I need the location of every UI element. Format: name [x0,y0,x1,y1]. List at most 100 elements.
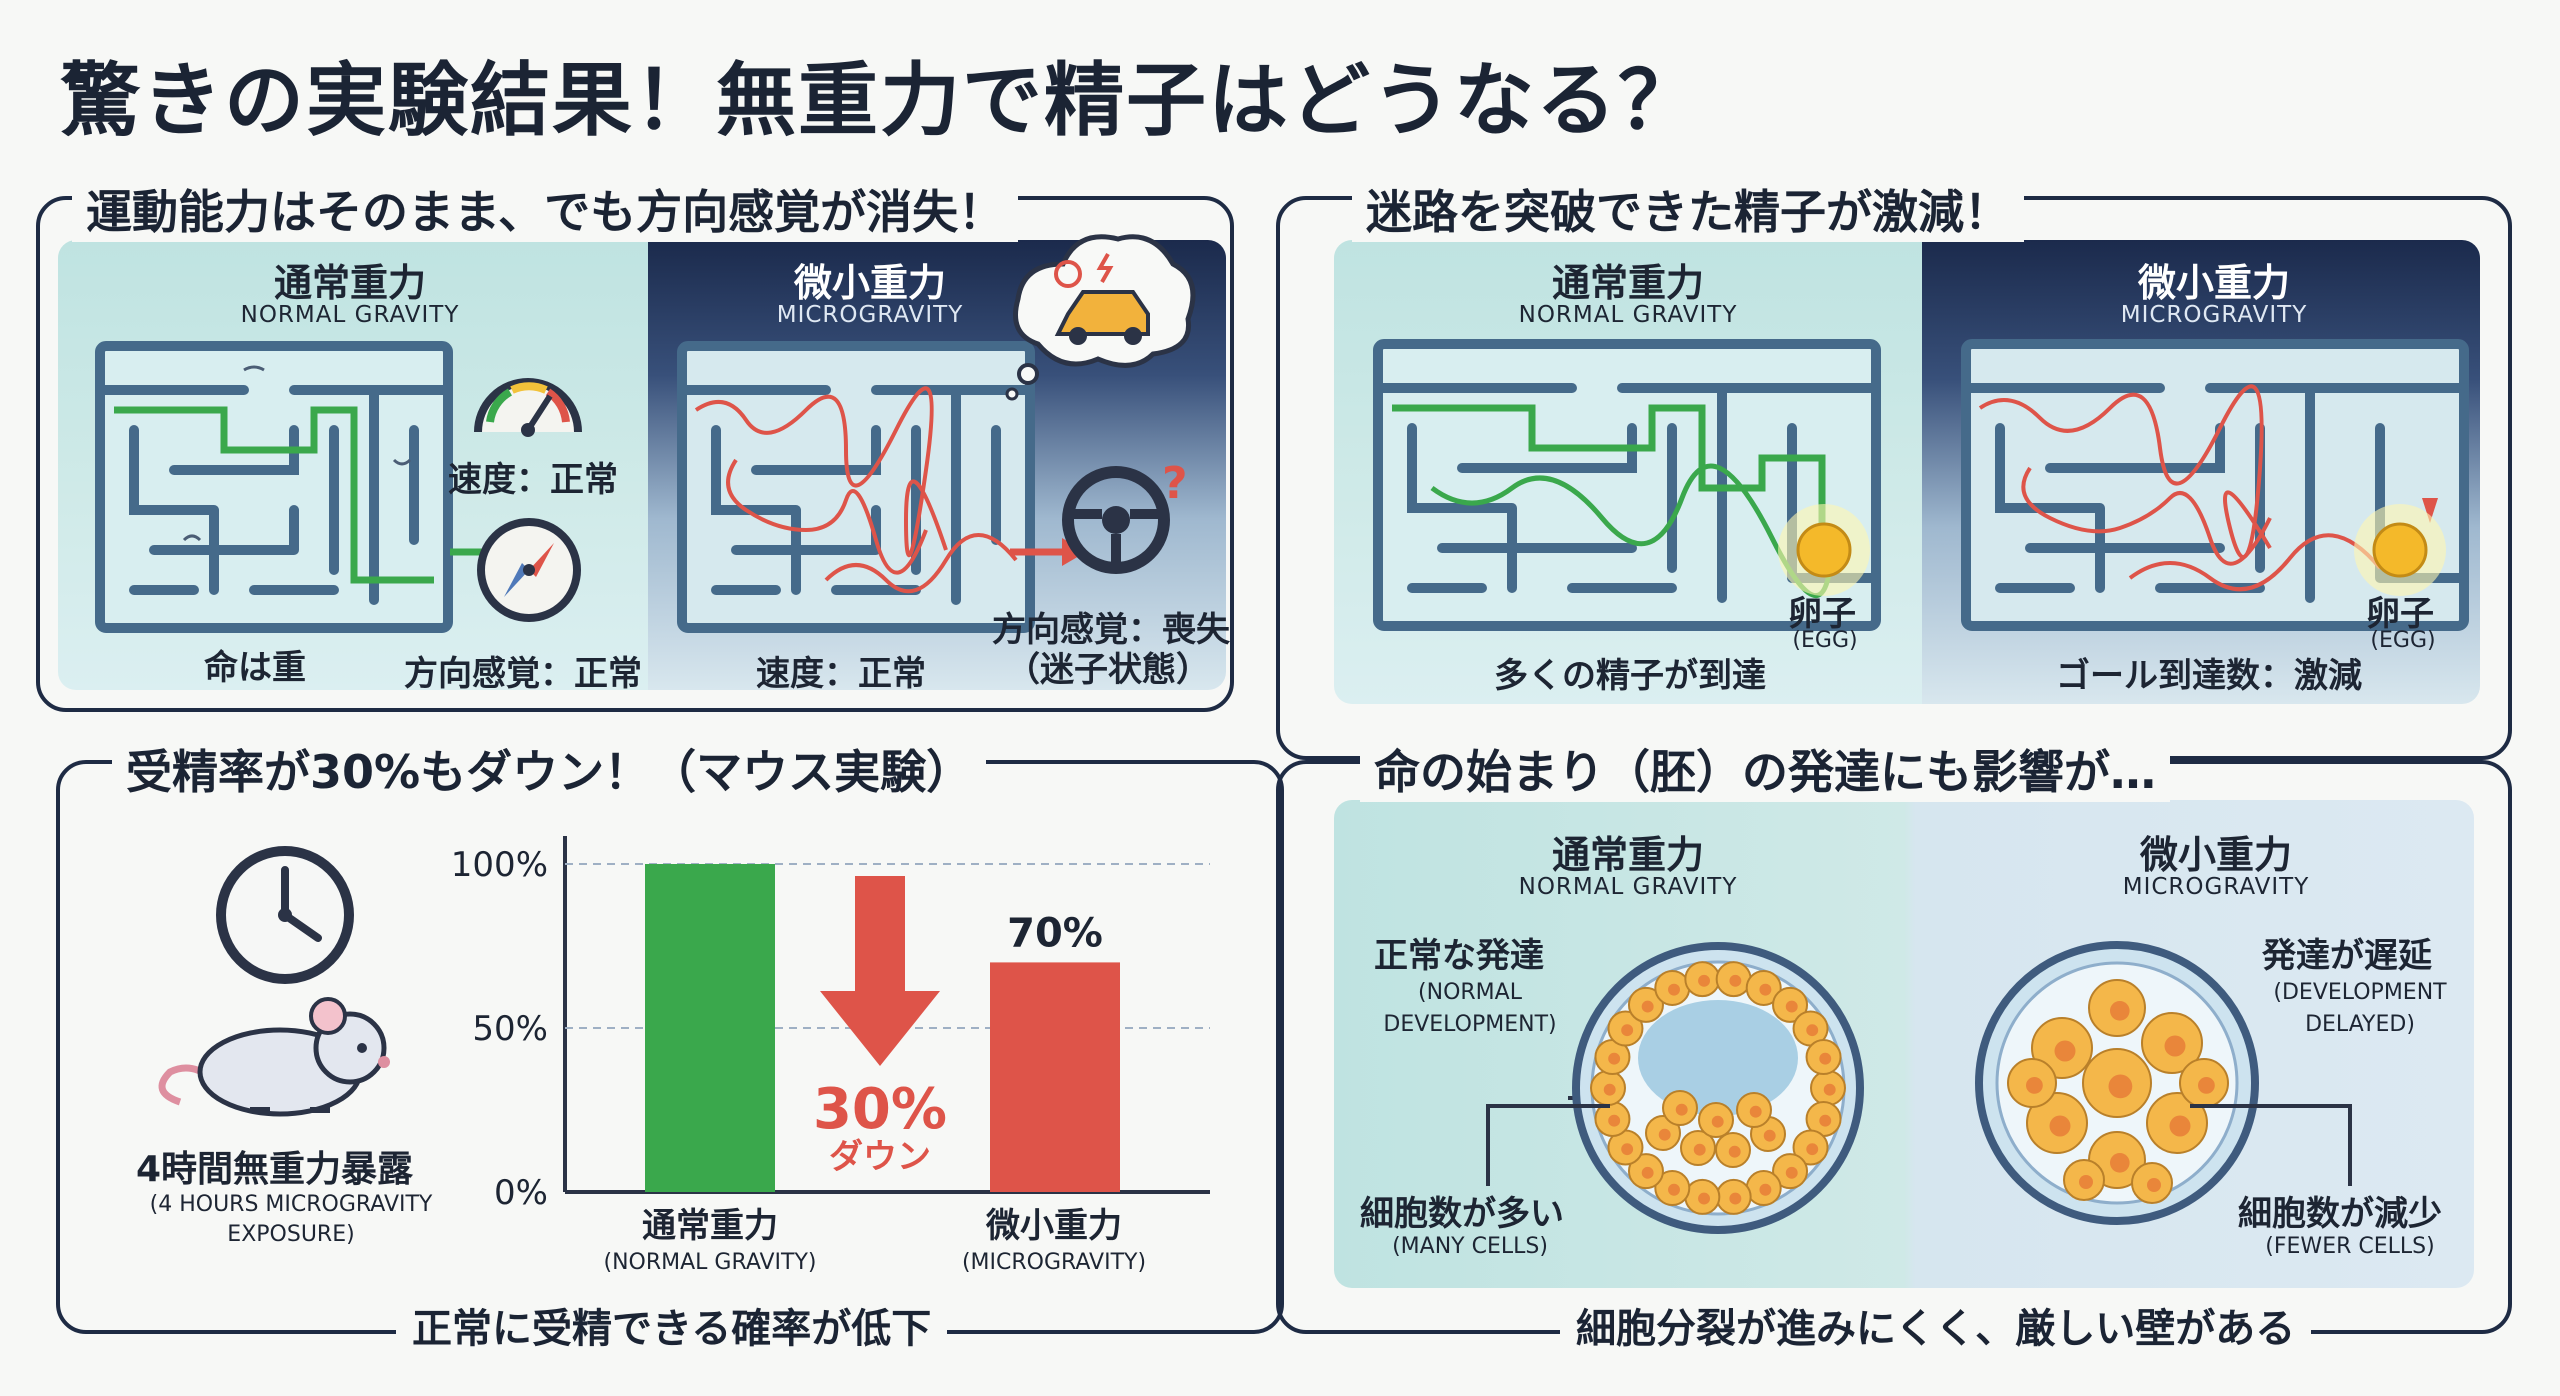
page-title: 驚きの実験結果！無重力で精子はどうなる？ [60,54,1700,147]
maze-normal-egg-label: 卵子 [1788,594,1856,634]
maze-micro-egg-label: 卵子 [2366,594,2434,634]
embryo-cell-nucleus [1641,1166,1654,1179]
embryo-cell-nucleus [2054,1040,2076,1062]
chart-category-normal-en: (NORMAL GRAVITY) [603,1250,817,1275]
embryo-cell-nucleus [2169,1115,2191,1137]
embryo-panel [1334,800,2474,1288]
embryo-normal-dev-en-2: DEVELOPMENT) [1383,1012,1557,1037]
embryo-micro-pointer [2190,1104,2352,1186]
embryo-cell-nucleus [1621,1024,1634,1037]
chart-category-normal: 通常重力 [642,1206,778,1246]
motility-section-title: 運動能力はそのまま、でも方向感覚が消失！ [72,176,1019,242]
motility-normal-direction: 方向感覚：正常 [404,654,642,694]
motility-micro-sub: MICROGRAVITY [776,302,964,328]
embryo-cell-nucleus [2164,1035,2186,1057]
embryo-micro-dev-en-1: (DEVELOPMENT [2273,980,2447,1005]
embryo-cell-nucleus [2108,1074,2133,1099]
chart-ytick-label: 100% [451,845,548,885]
embryo-normal-title: 通常重力 [1551,833,1704,877]
embryo-cell-nucleus [1759,983,1772,996]
motility-normal-caption: 命は重 [204,648,306,688]
motility-micro-maze [677,341,1035,633]
compass-icon [477,518,581,622]
embryo-cell-nucleus [1668,1183,1680,1196]
fertilization-section-title: 受精率が30%もダウン！（マウス実験） [112,736,987,802]
embryo-micro-dev: 発達が遅延 [2262,936,2432,976]
embryo-normal-sub: NORMAL GRAVITY [1518,874,1738,900]
clock-icon [216,846,354,984]
embryo-cell-nucleus [2198,1077,2215,1094]
embryo-cell-nucleus [1675,1103,1688,1116]
embryo-bottom-caption: 細胞分裂が進みにくく、厳しい壁がある [1560,1296,2312,1354]
embryo-cell-nucleus [2079,1175,2093,1189]
maze-micro-maze [1961,339,2469,631]
fertilization-chart: 70% 0% 50% 100% 30% ダウン [451,836,1210,1213]
embryo-cell-nucleus [1785,1000,1798,1013]
svg-text:?: ? [1162,458,1188,509]
motility-normal-sub: NORMAL GRAVITY [240,302,460,328]
embryo-micro-dev-en-2: DELAYED) [2305,1012,2415,1037]
motility-micro-direction-note: （迷子状態） [1006,650,1210,690]
embryo-cell-nucleus [2026,1077,2043,1094]
embryo-micro-blastocyst [1975,941,2259,1225]
embryo-cell-nucleus [1608,1052,1621,1065]
maze-micro-egg [2354,504,2446,596]
embryo-micro-cells: 細胞数が減少 [2238,1194,2442,1234]
embryo-cell-nucleus [1759,1183,1772,1196]
chart-ytick-label: 50% [472,1009,548,1049]
maze-micro-title: 微小重力 [2137,261,2290,305]
embryo-section-title: 命の始まり（胚）の発達にも影響が… [1360,736,2170,802]
motility-normal-maze [95,341,453,633]
embryo-normal-cells-en: (MANY CELLS) [1392,1234,1548,1259]
embryo-cell-nucleus [1785,1166,1798,1179]
embryo-cell-nucleus [1728,1145,1741,1158]
embryo-cell-nucleus [1729,1192,1742,1205]
speedometer-icon [474,378,582,437]
embryo-normal-cells: 細胞数が多い [1360,1194,1564,1234]
chart-value-label: 70% [1007,910,1103,956]
embryo-micro-cells-en: (FEWER CELLS) [2265,1234,2435,1259]
motility-normal-title: 通常重力 [273,261,426,305]
chart-category-micro: 微小重力 [986,1206,1122,1246]
drop-sub: ダウン [829,1137,931,1177]
drop-arrow [820,876,940,1066]
motility-micro-direction: 方向感覚：喪失 [992,610,1230,650]
maze-normal-sub: NORMAL GRAVITY [1518,302,1738,328]
embryo-cell-nucleus [1698,1192,1710,1205]
mouse-icon [158,997,390,1117]
embryo-cell-nucleus [1806,1143,1819,1156]
maze-micro-egg-en: (EGG) [2370,628,2436,653]
chart-ytick-label: 0% [494,1173,548,1213]
embryo-cell-nucleus [1729,974,1742,987]
steering-wheel-icon: ? [1062,458,1188,574]
maze-micro-sub: MICROGRAVITY [2120,302,2308,328]
embryo-normal-dev-en-1: (NORMAL [1418,980,1522,1005]
embryo-cell-nucleus [2049,1115,2071,1137]
embryo-cell-nucleus [1806,1024,1819,1037]
exposure-en-1: (4 HOURS MICROGRAVITY [149,1192,433,1217]
motility-normal-speed: 速度：正常 [448,460,618,500]
maze-normal-caption: 多くの精子が到達 [1494,656,1766,696]
embryo-micro-title: 微小重力 [2139,833,2292,877]
drop-label: 30% [813,1077,947,1142]
maze-normal-egg [1778,504,1870,596]
chart-bar-micro [990,962,1120,1192]
embryo-cell-nucleus [2110,1001,2130,1021]
embryo-cell-nucleus [1603,1083,1616,1096]
embryo-cell-nucleus [1693,1143,1706,1156]
maze-normal-egg-en: (EGG) [1792,628,1858,653]
embryo-cell-nucleus [1711,1115,1724,1128]
embryo-cell-nucleus [1819,1114,1832,1127]
chart-category-micro-en: (MICROGRAVITY) [961,1250,1147,1275]
embryo-cell-nucleus [1608,1114,1621,1127]
embryo-cell-nucleus [1668,983,1680,996]
embryo-cell-nucleus [1698,974,1710,987]
embryo-cell-nucleus [2147,1178,2161,1192]
embryo-cell-nucleus [1641,1000,1654,1013]
exposure-label: 4時間無重力暴露 [136,1149,414,1190]
maze-micro-caption: ゴール到達数：激減 [2056,656,2362,696]
motility-micro-title: 微小重力 [793,261,946,305]
embryo-cell-nucleus [1621,1143,1634,1156]
fertilization-bottom-caption: 正常に受精できる確率が低下 [396,1296,948,1354]
embryo-cell-nucleus [1763,1129,1776,1142]
